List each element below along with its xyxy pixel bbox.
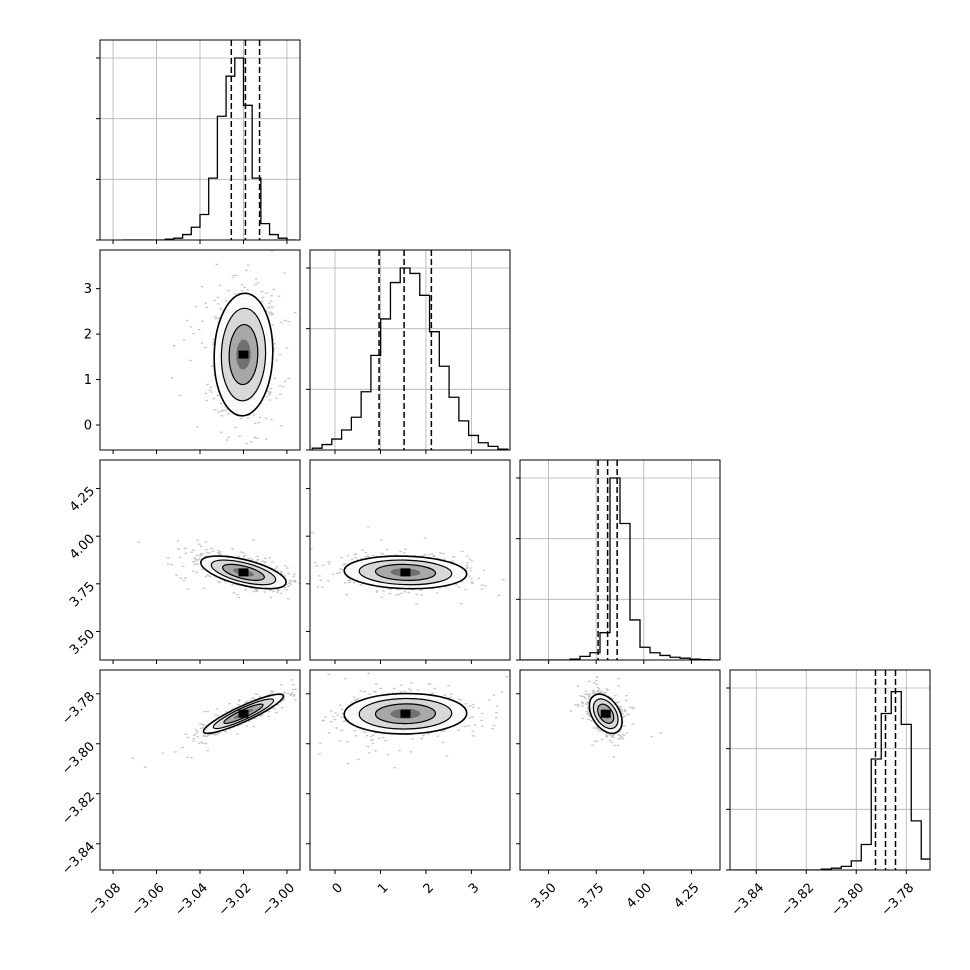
scatter-panel-3-0	[96, 669, 301, 874]
y-tick-label-3-0: −3.84	[59, 839, 98, 878]
x-tick-label-2-1: 3.75	[576, 880, 607, 911]
density-peak-3-0	[238, 709, 249, 718]
hist-grid-2	[520, 460, 720, 660]
contour-1-0-0	[213, 292, 274, 417]
scatter-panel-2-1	[306, 459, 511, 664]
scatter-panel-3-1	[306, 669, 511, 874]
hist-panel-0	[96, 39, 301, 244]
scatter-frame-2-0	[99, 459, 301, 661]
x-tick-label-0-1: −3.06	[129, 880, 168, 919]
x-tick-label-1-1: 1	[375, 880, 391, 896]
scatter-panel-3-2	[516, 669, 721, 874]
y-tick-label-3-3: −3.78	[59, 689, 98, 728]
hist-step-2	[520, 477, 720, 660]
x-tick-label-3-2: −3.80	[829, 880, 868, 919]
contour-3-0-2	[223, 703, 264, 724]
x-tick-label-2-3: 4.25	[671, 880, 702, 911]
contour-2-1-0	[343, 555, 468, 590]
contour-3-2-1	[592, 698, 619, 730]
y-tick-label-2-3: 4.25	[67, 484, 98, 515]
x-tick-label-1-0: 0	[330, 880, 346, 896]
hist-frame-1	[309, 249, 511, 451]
scatter-panel-1-0	[96, 249, 301, 454]
tick-labels: −3.08 −3.06 −3.04 −3.02 −3.00 0 1 2 3 3.50 3.75 4.0…	[59, 282, 917, 919]
y-tick-label-1-0: 0	[84, 419, 92, 434]
hist-step-1	[311, 267, 509, 450]
x-tick-label-1-2: 2	[421, 880, 437, 896]
contour-1-0-1	[220, 307, 267, 402]
y-tick-label-3-1: −3.82	[59, 789, 98, 828]
hist-grid-1	[310, 250, 510, 450]
hist-grid-3	[730, 670, 930, 870]
contour-3-0-0	[202, 693, 285, 735]
x-tick-label-3-0: −3.84	[729, 880, 768, 919]
contour-2-0-1	[210, 559, 277, 586]
x-tick-label-0-2: −3.04	[172, 880, 211, 919]
density-peak-2-1	[400, 568, 411, 577]
density-peak-1-0	[238, 350, 249, 359]
y-tick-label-2-2: 4.00	[67, 532, 98, 563]
x-tick-label-3-1: −3.82	[779, 880, 818, 919]
density-peak-2-0	[238, 568, 249, 577]
contour-2-1-2	[374, 563, 437, 581]
y-tick-label-2-0: 3.50	[67, 627, 98, 658]
contour-3-1-2	[374, 703, 437, 725]
y-tick-label-2-1: 3.75	[67, 579, 98, 610]
x-tick-label-2-2: 4.00	[624, 880, 655, 911]
contour-3-1-1	[358, 697, 453, 730]
density-peak-3-1	[400, 709, 411, 718]
hist-step-0	[121, 57, 296, 240]
y-tick-label-1-3: 3	[84, 282, 92, 297]
x-tick-label-1-3: 3	[466, 880, 482, 896]
corner-panels: −3.08 −3.06 −3.04 −3.02 −3.00 0 1 2 3 3.50 3.75 4.0…	[59, 39, 931, 919]
x-tick-label-0-4: −3.00	[259, 880, 298, 919]
x-tick-label-2-0: 3.50	[529, 880, 560, 911]
contour-1-0-2	[228, 323, 259, 386]
contour-3-2-2	[597, 703, 615, 724]
x-tick-label-0-0: −3.08	[85, 880, 124, 919]
contour-3-1-0	[343, 692, 468, 735]
density-peak-3-2	[600, 709, 611, 718]
x-tick-label-3-3: −3.78	[879, 880, 918, 919]
y-tick-label-1-2: 2	[84, 328, 92, 343]
contour-2-0-2	[222, 563, 265, 581]
y-tick-label-1-1: 1	[84, 373, 92, 388]
hist-panel-2	[516, 459, 721, 664]
hist-panel-3	[726, 669, 931, 874]
hist-panel-1	[306, 249, 511, 454]
scatter-frame-2-1	[309, 459, 511, 661]
contour-3-2-0	[588, 693, 623, 735]
scatter-panel-2-0	[96, 459, 301, 664]
contour-2-0-0	[200, 555, 287, 590]
x-tick-label-0-3: −3.02	[216, 880, 255, 919]
contour-2-1-1	[358, 559, 453, 586]
scatter-frame-3-1	[309, 669, 511, 871]
hist-step-3	[731, 690, 930, 870]
scatter-frame-3-2	[519, 669, 721, 871]
hist-frame-3	[729, 669, 931, 871]
hist-grid-0	[100, 40, 300, 240]
y-tick-label-3-2: −3.80	[59, 739, 98, 778]
hist-frame-2	[519, 459, 721, 661]
contour-3-0-1	[212, 698, 275, 730]
